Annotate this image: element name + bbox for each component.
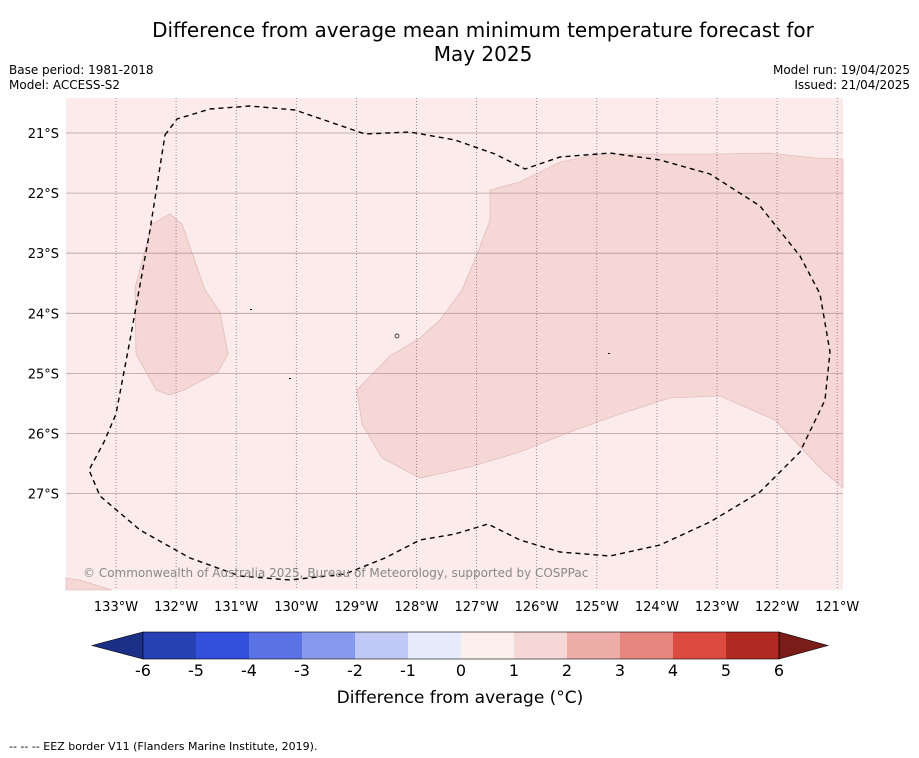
longitude-label: 131°W: [214, 600, 258, 615]
latitude-label: 21°S: [28, 127, 59, 142]
title-line-2: May 2025: [433, 42, 533, 66]
colorbar-tick-label: -3: [294, 661, 310, 680]
colorbar-segment: [673, 632, 726, 659]
longitude-label: 130°W: [274, 600, 318, 615]
latitude-label: 23°S: [28, 247, 59, 262]
anomaly-region-east: [356, 152, 844, 489]
colorbar-segment: [620, 632, 673, 659]
colorbar-tick-label: -1: [400, 661, 416, 680]
colorbar-tick-label: -4: [241, 661, 257, 680]
colorbar-segment: [461, 632, 514, 659]
latitude-labels: 21°S 22°S 23°S 24°S 25°S 26°S 27°S: [28, 127, 59, 503]
longitude-label: 125°W: [575, 600, 619, 615]
colorbar-segment: [567, 632, 620, 659]
latitude-label: 24°S: [28, 307, 59, 322]
colorbar-segment: [726, 632, 779, 659]
anomaly-region-southwest: [65, 577, 113, 591]
longitude-labels: 133°W 132°W 131°W 130°W 129°W 128°W 127°W 126°W…: [94, 600, 860, 615]
longitude-label: 133°W: [94, 600, 138, 615]
colorbar-tick-label: 2: [562, 661, 572, 680]
longitude-label: 132°W: [154, 600, 198, 615]
colorbar-label: Difference from average (°C): [336, 688, 584, 708]
longitude-label: 128°W: [394, 600, 438, 615]
meta-left: Base period: 1981-2018 Model: ACCESS-S2: [9, 63, 154, 93]
longitude-label: 121°W: [815, 600, 859, 615]
colorbar-tick-label: 3: [615, 661, 625, 680]
island-mark: [250, 309, 252, 310]
longitude-label: 127°W: [455, 600, 499, 615]
island-mark: [608, 353, 610, 354]
island-mark: [394, 333, 400, 339]
colorbar-tick-label: 5: [721, 661, 731, 680]
graticule: [66, 98, 843, 590]
island-marks: [250, 309, 610, 379]
colorbar-segment: [355, 632, 408, 659]
eez-footnote: -- -- -- EEZ border V11 (Flanders Marine…: [9, 740, 318, 753]
map-title: Difference from average mean minimum tem…: [60, 18, 906, 66]
longitude-label: 122°W: [755, 600, 799, 615]
colorbar-segment: [196, 632, 249, 659]
colorbar-tick-label: -6: [135, 661, 151, 680]
latitude-label: 26°S: [28, 428, 59, 443]
colorbar-segment: [514, 632, 567, 659]
colorbar-tick-label: -2: [347, 661, 363, 680]
latitude-label: 27°S: [28, 488, 59, 503]
colorbar-tick-label: 0: [456, 661, 466, 680]
longitude-label: 129°W: [334, 600, 378, 615]
base-period: Base period: 1981-2018: [9, 63, 154, 77]
eez-border: [88, 105, 831, 581]
latitude-label: 22°S: [28, 187, 59, 202]
latitude-label: 25°S: [28, 367, 59, 382]
anomaly-region-west: [134, 213, 229, 396]
longitude-label: 124°W: [635, 600, 679, 615]
colorbar-tick-label: 6: [774, 661, 784, 680]
model-name: Model: ACCESS-S2: [9, 78, 121, 92]
colorbar-tick-label: 1: [509, 661, 519, 680]
longitude-label: 123°W: [695, 600, 739, 615]
colorbar: -6 -5 -4 -3 -2 -1 0 1 2 3 4 5 6: [90, 631, 830, 680]
island-mark: [289, 378, 291, 379]
colorbar-frame: [142, 631, 780, 660]
issued-date: Issued: 21/04/2025: [794, 78, 910, 92]
copyright-notice: © Commonwealth of Australia 2025, Bureau…: [83, 566, 588, 580]
meta-right: Model run: 19/04/2025 Issued: 21/04/2025: [773, 63, 910, 93]
colorbar-segment: [249, 632, 302, 659]
colorbar-segment: [408, 632, 461, 659]
colorbar-tick-label: -5: [188, 661, 204, 680]
title-line-1: Difference from average mean minimum tem…: [152, 18, 814, 42]
colorbar-arrow-high: [778, 631, 830, 660]
colorbar-arrow-low: [90, 631, 144, 660]
colorbar-tick-label: 4: [668, 661, 678, 680]
longitude-label: 126°W: [515, 600, 559, 615]
colorbar-segment: [302, 632, 355, 659]
model-run: Model run: 19/04/2025: [772, 63, 910, 77]
colorbar-segment: [143, 632, 196, 659]
